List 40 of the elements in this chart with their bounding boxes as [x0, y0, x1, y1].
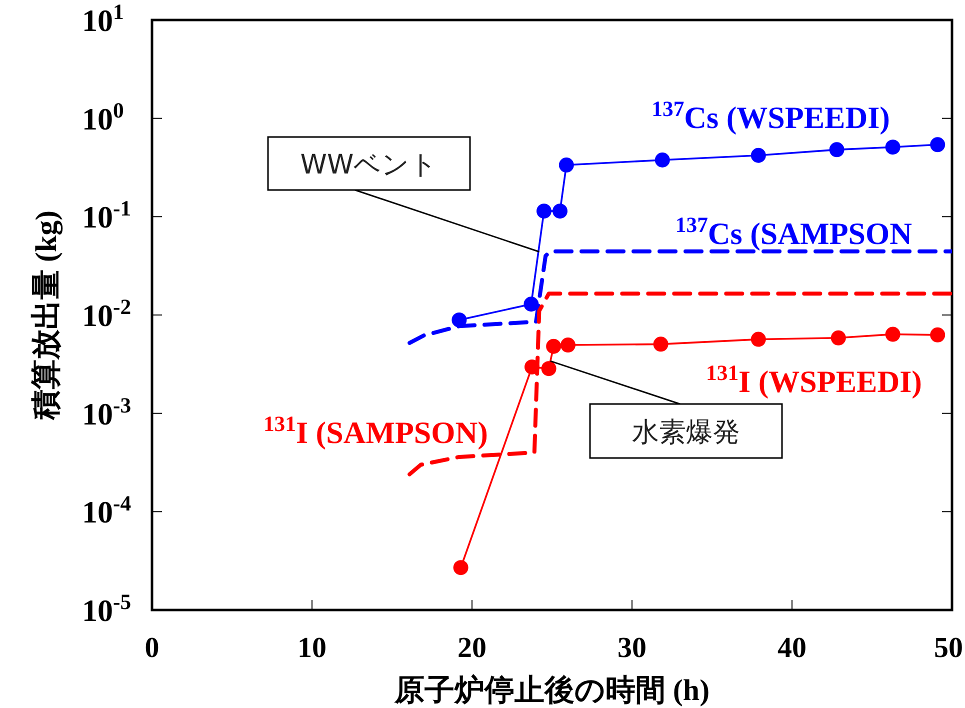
series-label: $^{131}$I (SAMPSON)	[263, 412, 488, 450]
point	[546, 338, 562, 354]
point	[750, 332, 766, 347]
point	[536, 204, 552, 219]
series-label: $^{131}$I (WSPEEDI)	[706, 361, 922, 399]
point	[654, 152, 670, 168]
series-label: $^{137}$Cs (WSPEEDI)	[652, 97, 890, 135]
y-tick-label: 10$^{-4}$	[82, 492, 132, 530]
point	[653, 336, 668, 352]
point	[524, 296, 539, 312]
annotation: WWベント	[300, 150, 438, 180]
line-series	[408, 249, 952, 345]
x-axis-title: 原子炉停止後の時間 (h)	[393, 674, 710, 707]
y-axis-title: 積算放出量 (kg)	[30, 210, 63, 421]
point	[930, 327, 946, 342]
annotation: 水素爆発	[632, 417, 740, 448]
y-tick-label: 10$^{0}$	[82, 98, 124, 136]
point	[829, 142, 844, 158]
series-label: $^{137}$Cs (SAMPSON	[675, 213, 912, 251]
point	[750, 148, 766, 163]
point	[453, 560, 468, 576]
y-tick-label: 10$^{-2}$	[82, 295, 132, 333]
y-tick-label: 10$^{1}$	[82, 0, 124, 38]
y-tick-label: 10$^{-5}$	[82, 590, 132, 628]
point	[885, 326, 900, 342]
point	[552, 204, 568, 219]
point	[830, 330, 846, 346]
x-tick-label: 40	[778, 632, 806, 664]
point	[560, 338, 576, 353]
point	[885, 140, 900, 155]
y-tick-label: 10$^{-1}$	[82, 196, 132, 235]
x-tick-label: 50	[934, 632, 963, 664]
y-tick-label: 10$^{-3}$	[82, 393, 132, 432]
point	[930, 137, 946, 152]
point	[558, 158, 574, 173]
x-tick-label: 0	[144, 632, 160, 664]
x-tick-label: 10	[298, 632, 326, 664]
x-tick-label: 20	[458, 632, 486, 664]
point	[541, 361, 556, 376]
x-tick-label: 30	[618, 632, 646, 664]
